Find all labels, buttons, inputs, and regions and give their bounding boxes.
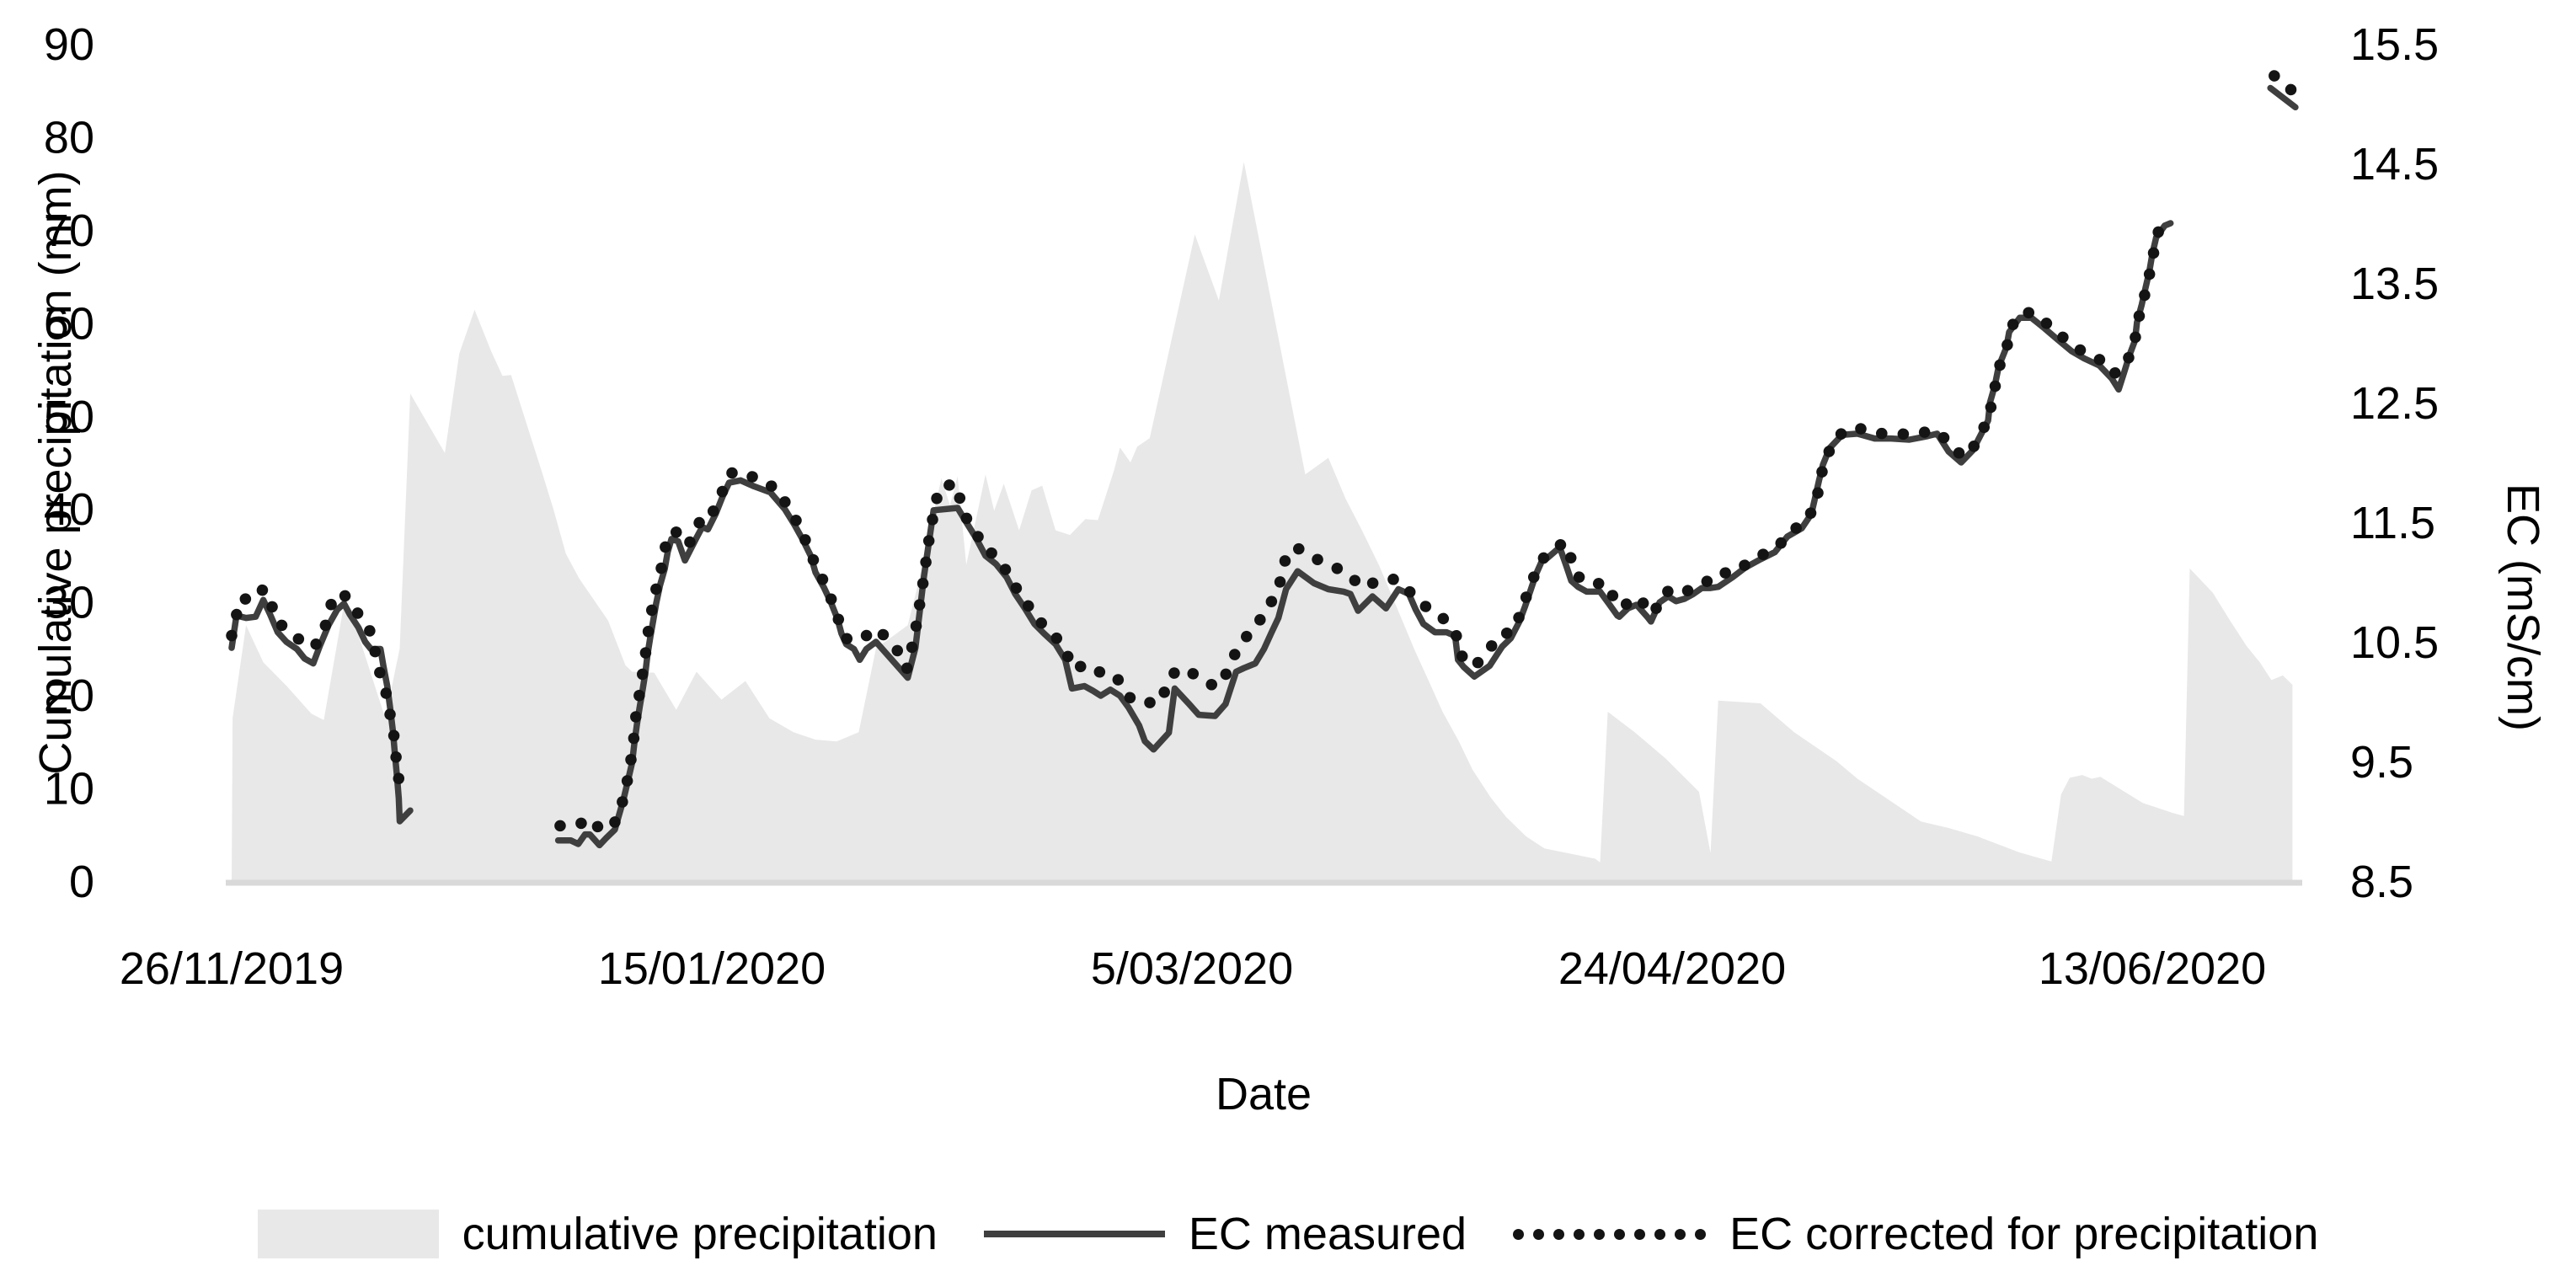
y-left-tick-20: 20 [44,670,94,721]
y-right-tick-8.5: 8.5 [2350,857,2413,907]
ec-corrected-line-1 [554,212,2178,836]
y-right-tick-15.5: 15.5 [2350,19,2439,70]
y-axis-title-left: Cumulative precipitation (mm) [30,170,81,775]
legend: cumulative precipitation EC measured EC … [0,1196,2576,1272]
y-left-tick-50: 50 [44,392,94,442]
y-right-tick-13.5: 13.5 [2350,259,2439,309]
y-left-tick-80: 80 [44,112,94,163]
y-left-tick-70: 70 [44,206,94,256]
y-axis-title-right: EC (mS/cm) [2498,483,2548,731]
y-right-tick-14.5: 14.5 [2350,139,2439,190]
y-left-tick-10: 10 [44,764,94,815]
y-right-tick-10.5: 10.5 [2350,617,2439,668]
y-left-tick-30: 30 [44,578,94,628]
x-axis-title: Date [1215,1069,1312,1119]
y-right-tick-12.5: 12.5 [2350,378,2439,429]
ec-measured-line-2 [2267,84,2299,111]
legend-item-ec-corrected: EC corrected for precipitation [1513,1208,2318,1260]
legend-item-ec-measured: EC measured [983,1208,1467,1260]
y-right-tick-11.5: 11.5 [2350,498,2435,548]
x-tick-13-06-2020: 13/06/2020 [2039,943,2266,994]
dotted-swatch-icon [1513,1228,1707,1240]
y-left-tick-60: 60 [44,298,94,349]
area-swatch-icon [257,1210,439,1258]
x-tick-24-04-2020: 24/04/2020 [1558,943,1786,994]
x-tick-26-11-2019: 26/11/2019 [120,943,344,994]
x-tick-15-01-2020: 15/01/2020 [598,943,826,994]
legend-label-ec-corrected: EC corrected for precipitation [1729,1209,2319,1259]
precipitation-area [232,162,2293,881]
y-left-tick-0: 0 [69,857,94,907]
legend-item-precipitation: cumulative precipitation [257,1208,938,1260]
legend-label-ec-measured: EC measured [1188,1209,1467,1259]
line-swatch-icon [983,1231,1165,1237]
ec-corrected-line-0 [226,583,407,799]
y-right-tick-9.5: 9.5 [2350,737,2413,788]
x-tick-5-03-2020: 5/03/2020 [1091,943,1293,994]
y-left-tick-90: 90 [44,19,94,70]
y-left-tick-40: 40 [44,484,94,535]
legend-label-precipitation: cumulative precipitation [462,1209,938,1259]
ec-corrected-line-2 [2269,70,2298,96]
